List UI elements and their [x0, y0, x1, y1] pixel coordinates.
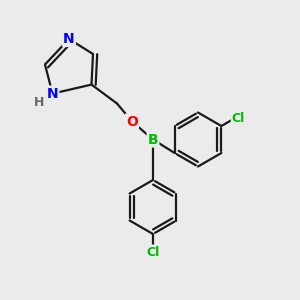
Text: N: N [63, 32, 75, 46]
Text: H: H [34, 95, 44, 109]
Text: Cl: Cl [146, 245, 160, 259]
Text: Cl: Cl [232, 112, 245, 125]
Text: O: O [126, 115, 138, 128]
Text: N: N [47, 87, 58, 100]
Text: B: B [148, 133, 158, 146]
